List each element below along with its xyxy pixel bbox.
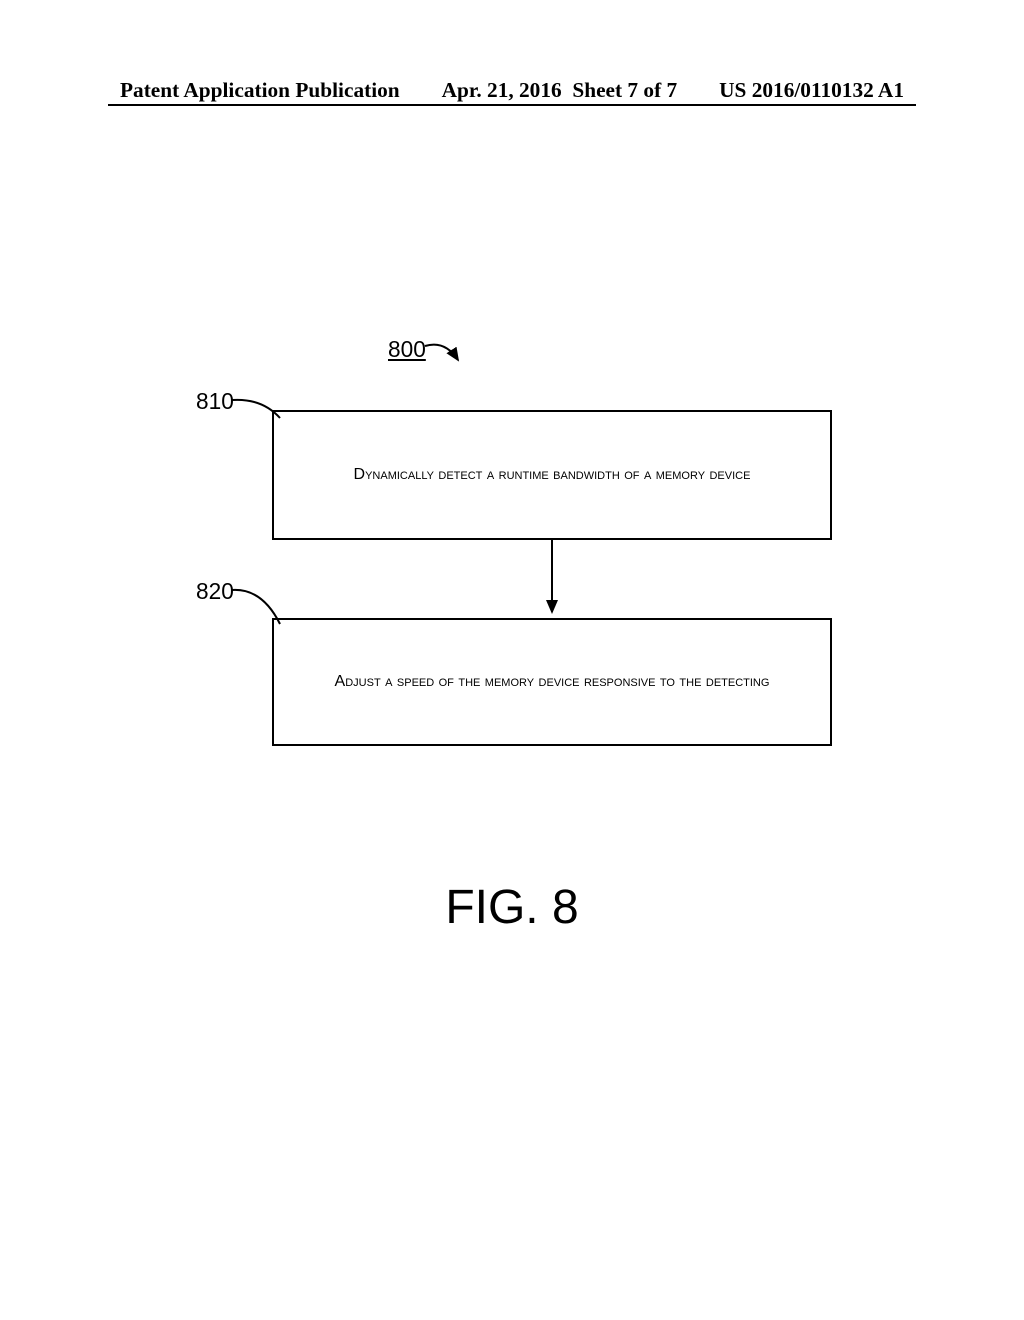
leader-800 [425, 345, 458, 360]
figure-caption: FIG. 8 [0, 880, 1024, 935]
ref-label-820: 820 [196, 578, 234, 605]
flow-box-820: Adjust a speed of the memory device resp… [272, 618, 832, 746]
flow-box-810-text: Dynamically detect a runtime bandwidth o… [354, 466, 751, 484]
ref-label-800: 800 [388, 336, 426, 363]
flow-box-810: Dynamically detect a runtime bandwidth o… [272, 410, 832, 540]
flow-box-820-text: Adjust a speed of the memory device resp… [335, 673, 770, 691]
figure-area: 800 810 820 Dynamically detect a runtime… [0, 0, 1024, 1320]
ref-label-810: 810 [196, 388, 234, 415]
